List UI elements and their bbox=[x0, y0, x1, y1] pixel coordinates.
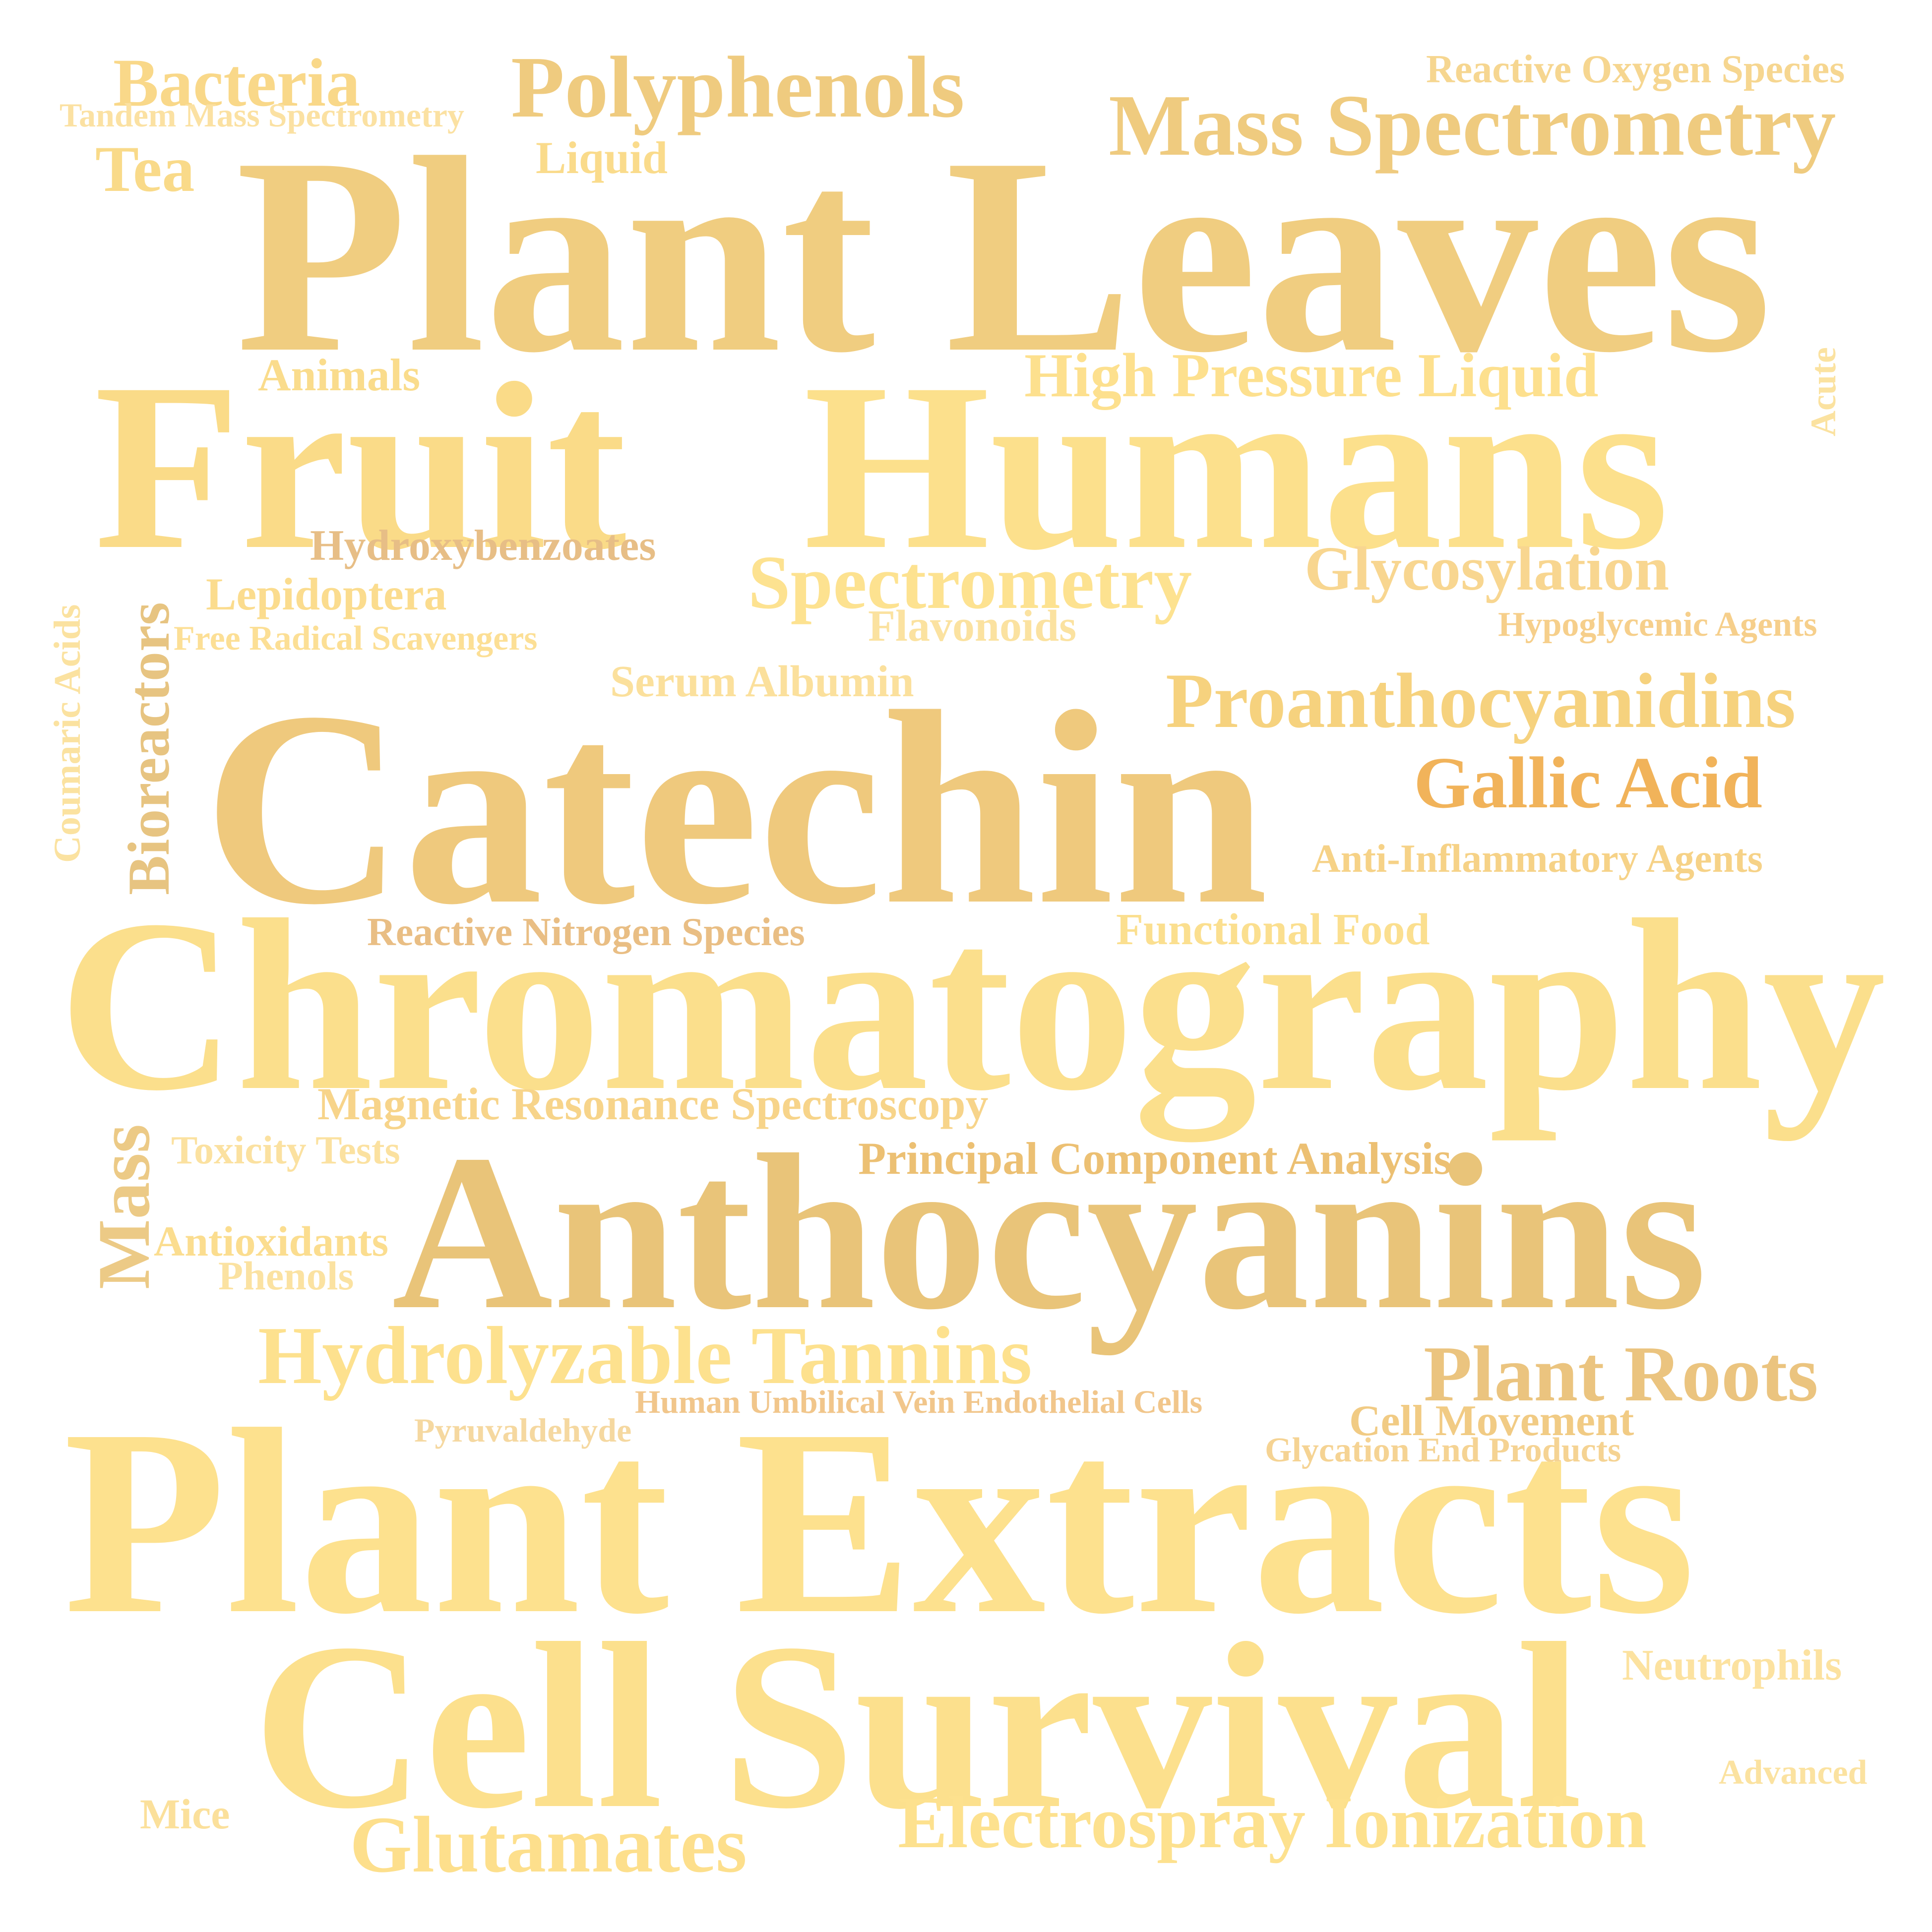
word-bacteria: Bacteria bbox=[113, 45, 361, 121]
word-hypoglycemic-agents: Hypoglycemic Agents bbox=[1498, 605, 1817, 644]
word-neutrophils: Neutrophils bbox=[1622, 1641, 1842, 1690]
word-principal-component-analysis: Principal Component Analysis bbox=[858, 1133, 1452, 1184]
word-animals: Animals bbox=[258, 350, 421, 400]
word-mass-spectrometry: Mass Spectrometry bbox=[1109, 77, 1836, 174]
word-phenols: Phenols bbox=[218, 1253, 354, 1298]
word-bioreactors: Bioreactors bbox=[116, 602, 182, 895]
word-serum-albumin: Serum Albumin bbox=[610, 657, 914, 706]
word-glutamates: Glutamates bbox=[350, 1801, 747, 1889]
word-proanthocyanidins: Proanthocyanidins bbox=[1166, 658, 1796, 744]
word-human-umbilical-vein-endothelial-cells: Human Umbilical Vein Endothelial Cells bbox=[635, 1384, 1203, 1420]
word-liquid: Liquid bbox=[536, 132, 668, 183]
word-flavonoids: Flavonoids bbox=[868, 602, 1077, 651]
word-catechin: Catechin bbox=[203, 655, 1268, 962]
word-mass: Mass bbox=[83, 1124, 165, 1289]
word-magnetic-resonance-spectroscopy: Magnetic Resonance Spectroscopy bbox=[317, 1079, 989, 1129]
word-tea: Tea bbox=[95, 132, 195, 205]
word-fruit: Fruit bbox=[94, 334, 627, 599]
word-acute: Acute bbox=[1804, 347, 1843, 436]
word-cell-survival: Cell Survival bbox=[253, 1594, 1583, 1858]
word-hydroxybenzoates: Hydroxybenzoates bbox=[310, 522, 656, 570]
word-chromatography: Chromatography bbox=[59, 869, 1886, 1142]
word-mice: Mice bbox=[140, 1790, 230, 1838]
word-spectrometry: Spectrometry bbox=[748, 541, 1192, 625]
word-anthocyanins: Anthocyanins bbox=[392, 1109, 1707, 1356]
word-free-radical-scavengers: Free Radical Scavengers bbox=[174, 619, 538, 658]
word-anti-inflammatory-agents: Anti-Inflammatory Agents bbox=[1312, 837, 1763, 881]
word-plant-leaves: Plant Leaves bbox=[236, 100, 1772, 411]
word-humans: Humans bbox=[804, 334, 1669, 599]
word-polyphenols: Polyphenols bbox=[511, 39, 965, 136]
word-pyruvaldehyde: Pyruvaldehyde bbox=[414, 1411, 632, 1449]
word-reactive-oxygen-species: Reactive Oxygen Species bbox=[1426, 48, 1845, 91]
word-plant-extracts: Plant Extracts bbox=[63, 1374, 1695, 1669]
word-plant-roots: Plant Roots bbox=[1424, 1329, 1818, 1418]
word-coumaric-acids: Coumaric Acids bbox=[47, 604, 88, 863]
word-high-pressure-liquid: High Pressure Liquid bbox=[1024, 341, 1599, 410]
word-hydrolyzable-tannins: Hydrolyzable Tannins bbox=[258, 1310, 1032, 1401]
word-reactive-nitrogen-species: Reactive Nitrogen Species bbox=[367, 910, 805, 954]
word-electrospray-ionization: Electrospray Ionization bbox=[898, 1781, 1647, 1864]
word-functional-food: Functional Food bbox=[1116, 905, 1430, 954]
word-toxicity-tests: Toxicity Tests bbox=[171, 1129, 400, 1172]
word-cell-movement: Cell Movement bbox=[1349, 1397, 1634, 1445]
word-lepidoptera: Lepidoptera bbox=[206, 569, 447, 619]
word-advanced: Advanced bbox=[1719, 1753, 1868, 1792]
word-gallic-acid: Gallic Acid bbox=[1414, 742, 1762, 824]
word-tandem-mass-spectrometry: Tandem Mass Spectrometry bbox=[60, 96, 464, 134]
word-antioxidants: Antioxidants bbox=[154, 1217, 389, 1265]
word-glycosylation: Glycosylation bbox=[1305, 535, 1670, 604]
word-glycation-end-products: Glycation End Products bbox=[1265, 1431, 1621, 1469]
